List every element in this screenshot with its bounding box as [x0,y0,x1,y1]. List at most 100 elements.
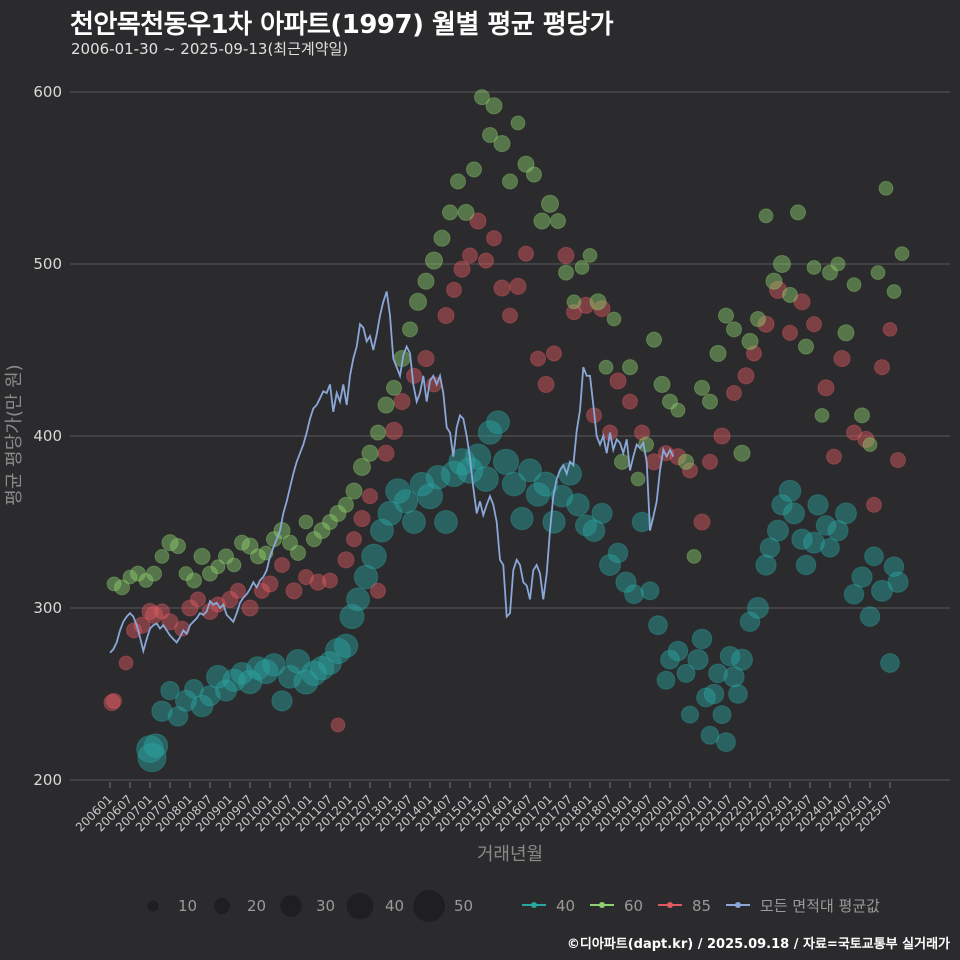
data-point-85 [565,304,583,321]
data-point-60 [329,504,347,522]
data-point-85 [737,367,755,385]
data-point-60 [154,548,170,564]
data-point-40 [184,678,204,699]
data-point-60 [846,277,862,293]
data-point-85 [153,603,171,620]
legend-series-label: 40 [556,897,575,915]
data-point-60 [377,396,395,414]
data-point-40 [271,690,293,712]
data-point-40 [712,705,732,725]
data-point-60 [241,537,259,555]
data-point-40 [582,519,606,542]
legend-size-marker [280,895,302,917]
data-point-40 [324,637,352,665]
data-point-60 [385,379,403,396]
data-point-40 [723,666,745,688]
data-point-85 [681,462,699,479]
data-point-40 [834,502,858,525]
data-point-60 [557,264,575,281]
data-point-40 [700,725,720,745]
data-point-40 [377,500,403,526]
data-point-40 [361,543,387,570]
data-point-60 [814,407,830,423]
legend-size-label: 40 [385,897,404,915]
data-point-60 [613,453,631,470]
data-point-60 [161,534,179,552]
data-point-40 [370,518,394,543]
data-point-85 [713,427,731,445]
data-point-60 [862,437,878,453]
data-point-85 [377,444,395,462]
data-point-60 [417,272,435,290]
grid-layer [70,91,950,781]
data-point-85 [805,316,823,333]
data-point-60 [765,272,783,290]
data-point-85 [757,315,775,333]
data-point-40 [807,494,829,516]
data-point-60 [741,332,759,350]
data-point-85 [361,488,379,505]
data-point-60 [781,286,799,303]
data-point-60 [789,204,807,221]
data-point-60 [321,513,339,531]
data-point-60 [305,531,323,548]
data-point-60 [510,115,526,131]
data-point-60 [725,321,743,338]
y-tick-label: 300 [33,599,62,617]
data-point-40 [137,743,167,773]
legend-size-marker [346,892,374,920]
data-point-40 [425,465,451,490]
data-point-85 [261,575,279,593]
data-point-40 [703,683,725,705]
data-point-85 [221,590,239,608]
data-point-85 [485,230,503,247]
data-point-40 [160,680,180,701]
data-point-40 [492,448,520,475]
data-point-85 [337,551,355,569]
data-point-60 [821,264,839,281]
data-point-85 [781,324,799,341]
data-point-60 [717,307,735,324]
data-point-60 [473,89,491,106]
data-point-85 [493,279,511,297]
data-point-60 [449,173,467,190]
data-point-40 [353,564,379,590]
data-point-85 [384,421,404,440]
legend-size-label: 30 [316,897,335,915]
data-point-85 [105,692,123,709]
data-point-85 [593,300,611,318]
data-point-60 [749,311,767,328]
legend-series-marker [599,902,605,908]
data-point-40 [574,514,598,537]
data-point-40 [667,640,689,662]
data-point-40 [464,443,492,470]
data-point-60 [249,548,267,565]
data-point-60 [441,204,459,221]
data-point-85 [253,582,271,599]
legend-series-marker [667,902,673,908]
data-point-40 [624,584,644,605]
data-point-85 [537,375,555,393]
data-point-40 [167,706,189,727]
data-point-40 [728,684,748,704]
data-point-40 [230,662,254,685]
data-point-40 [615,571,637,593]
data-point-60 [661,393,679,410]
average-series-line [109,291,675,655]
data-point-40 [755,554,777,576]
data-point-85 [873,359,891,376]
legend-series-marker [531,902,537,908]
data-point-60 [138,573,154,588]
data-point-60 [433,229,451,247]
data-point-60 [540,194,560,213]
data-point-40 [301,660,327,687]
data-point-40 [285,649,311,674]
data-point-60 [193,547,211,565]
data-point-40 [696,687,716,708]
data-point-60 [517,155,535,173]
data-point-85 [817,379,835,397]
y-tick-label: 500 [33,255,62,273]
legend-size-label: 20 [247,897,266,915]
data-point-60 [201,565,219,582]
